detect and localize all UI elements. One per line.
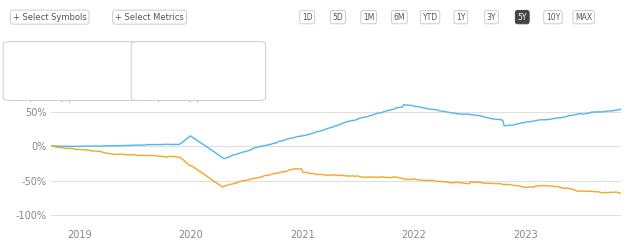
Text: 5Y: 5Y [518, 13, 527, 22]
Text: Price Return: Price Return [29, 69, 76, 78]
Text: 49.37%: 49.37% [192, 51, 236, 61]
Text: Price Return: Price Return [157, 69, 204, 78]
Text: (1829 days): (1829 days) [29, 96, 71, 102]
Text: SP500: SP500 [157, 51, 194, 61]
Text: -70.35%: -70.35% [58, 51, 106, 61]
Text: WBA: WBA [29, 51, 56, 61]
Text: 6M: 6M [394, 13, 405, 22]
Text: + Select Symbols: + Select Symbols [13, 13, 86, 22]
Text: since 10/09/2018: since 10/09/2018 [29, 83, 90, 89]
Text: + Select Metrics: + Select Metrics [115, 13, 184, 22]
Text: 3Y: 3Y [487, 13, 496, 22]
Text: YTD: YTD [422, 13, 438, 22]
Text: (1824 days): (1824 days) [157, 96, 198, 102]
Text: 1D: 1D [302, 13, 312, 22]
Text: ●: ● [141, 51, 152, 64]
Text: 5D: 5D [333, 13, 343, 22]
Text: 10Y: 10Y [546, 13, 560, 22]
Text: ●: ● [13, 51, 24, 64]
Text: 1M: 1M [363, 13, 374, 22]
Text: 1Y: 1Y [456, 13, 465, 22]
Text: since 10/08/2018: since 10/08/2018 [157, 83, 218, 89]
Text: MAX: MAX [575, 13, 592, 22]
